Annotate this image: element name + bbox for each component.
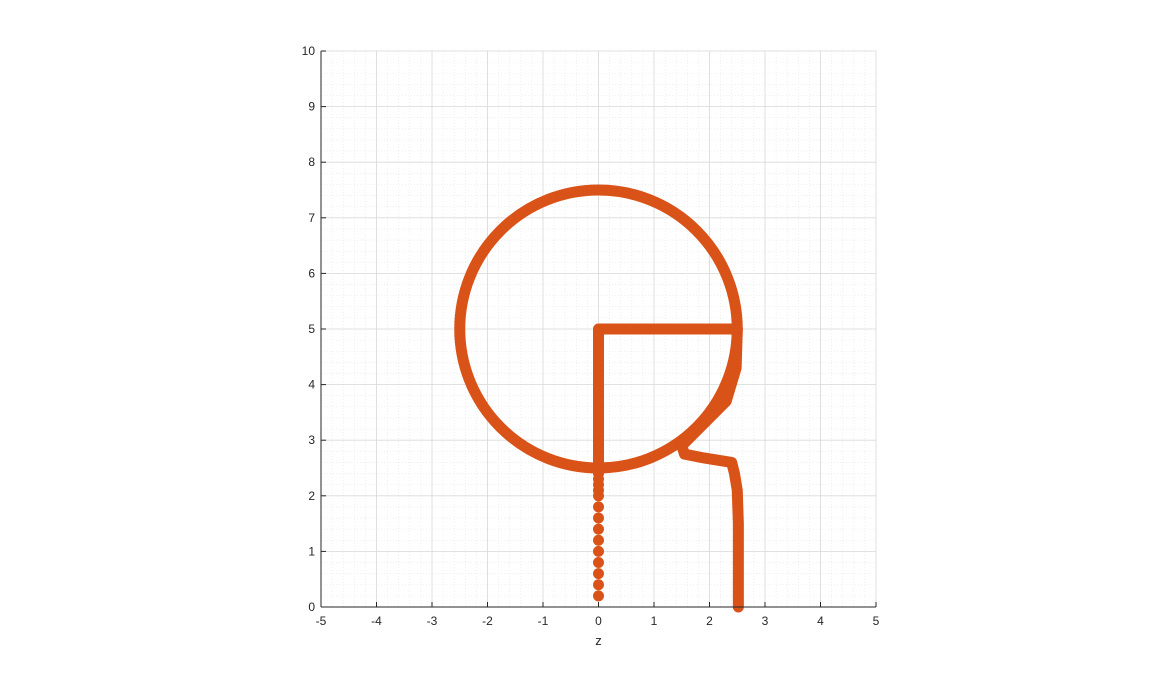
x-tick-label: 1 [651,614,658,628]
x-tick-label: 2 [706,614,713,628]
series-marker [593,590,604,602]
x-tick-label: -4 [371,614,382,628]
series-marker [593,501,604,513]
x-tick-label: -3 [427,614,438,628]
y-tick-label: 10 [302,44,316,58]
series-line-2 [676,323,744,613]
y-axis-ticks: 0 1 2 3 4 5 6 7 8 9 10 [302,44,326,614]
plot-area: -5 -4 -3 -2 -1 0 1 2 3 4 5 0 1 2 3 4 5 6 7 8 9 10 z [302,44,880,648]
series-marker [593,512,604,524]
series-layer [454,184,744,613]
y-tick-label: 7 [308,211,315,225]
x-tick-label: 3 [762,614,769,628]
series-marker [593,557,604,569]
series-marker [593,468,604,480]
y-tick-label: 4 [308,378,315,392]
x-tick-label: -5 [316,614,327,628]
x-tick-label: -1 [538,614,549,628]
series-marker [593,523,604,535]
x-tick-label: -2 [482,614,493,628]
x-axis-label: z [595,633,602,648]
y-tick-label: 6 [308,266,315,280]
series-line-1 [593,323,743,474]
y-tick-label: 9 [308,100,315,114]
y-tick-label: 3 [308,433,315,447]
y-tick-label: 5 [308,322,315,336]
y-tick-label: 1 [308,544,315,558]
y-tick-label: 2 [308,489,315,503]
y-tick-label: 8 [308,155,315,169]
y-tick-label: 0 [308,600,315,614]
x-tick-label: 4 [817,614,824,628]
series-marker [593,545,604,557]
series-marker [593,568,604,580]
x-axis-ticks: -5 -4 -3 -2 -1 0 1 2 3 4 5 [316,602,880,628]
x-tick-label: 0 [595,614,602,628]
series-marker [593,534,604,546]
series-marker [593,579,604,591]
x-tick-label: 5 [873,614,880,628]
